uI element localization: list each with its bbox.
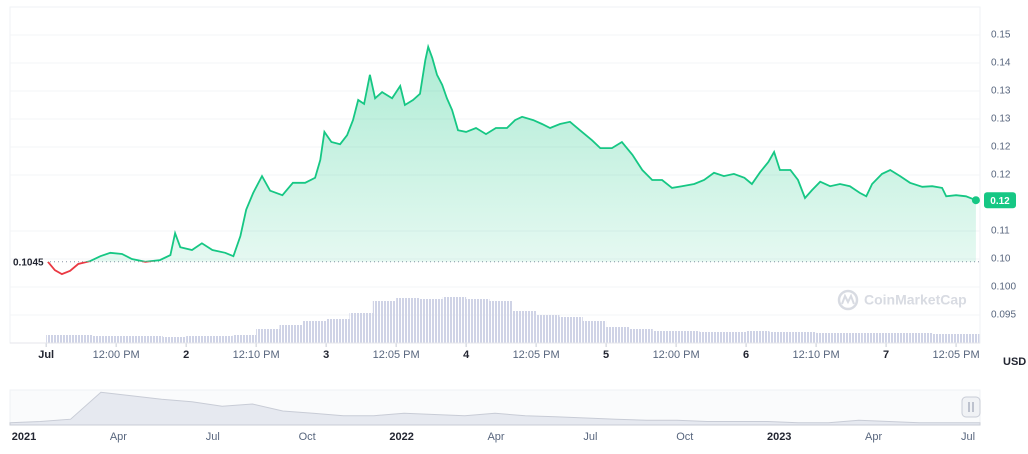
volume-bar	[326, 319, 350, 343]
y-tick-label: 0.095	[991, 310, 1016, 321]
volume-bar	[559, 317, 583, 343]
volume-bar	[629, 329, 653, 343]
y-tick-label: 0.100	[991, 282, 1016, 293]
volume-bar	[816, 333, 840, 343]
navigator-label: Oct	[299, 431, 316, 443]
volume-bar	[582, 321, 607, 343]
x-tick-label: 12:05 PM	[373, 349, 420, 361]
volume-bar	[652, 331, 677, 343]
volume-bar	[232, 335, 257, 343]
y-tick-label: 0.11	[991, 226, 1010, 237]
x-tick-label: 12:00 PM	[93, 349, 140, 361]
x-tick-label: 4	[463, 349, 470, 361]
y-tick-label: 0.12	[991, 170, 1011, 181]
volume-bar	[746, 331, 770, 343]
volume-bar	[956, 334, 980, 343]
volume-bar	[372, 301, 397, 343]
volume-bar	[699, 332, 723, 343]
x-tick-label: 12:10 PM	[793, 349, 840, 361]
volume-bar	[69, 335, 93, 343]
x-tick-label: 12:00 PM	[653, 349, 700, 361]
x-tick-label: 3	[323, 349, 329, 361]
volume-bar	[536, 315, 560, 343]
volume-bar	[349, 313, 373, 343]
volume-bar	[442, 297, 467, 343]
watermark-text: CoinMarketCap	[864, 292, 967, 308]
volume-bar	[932, 334, 957, 343]
volume-bar	[209, 336, 233, 343]
volume-bar	[606, 327, 630, 343]
navigator-label: Oct	[676, 431, 693, 443]
volume-bar	[256, 329, 280, 343]
volume-bar	[886, 333, 910, 343]
volume-bar	[46, 335, 70, 343]
price-line	[47, 43, 977, 262]
x-tick-label: 6	[743, 349, 749, 361]
y-tick-label: 0.15	[991, 30, 1011, 41]
volume-bar	[676, 331, 700, 343]
y-tick-label: 0.12	[991, 142, 1011, 153]
volume-bar	[722, 332, 747, 343]
volume-bar	[92, 336, 117, 343]
navigator-label: Jul	[583, 431, 597, 443]
navigator-label: Apr	[865, 431, 882, 443]
current-point	[971, 196, 980, 205]
volume-bar	[116, 336, 140, 343]
volume-bar	[396, 298, 420, 343]
volume-bar	[839, 333, 863, 343]
volume-bar	[769, 332, 793, 343]
volume-bar	[419, 299, 443, 343]
navigator-label: Jul	[961, 431, 975, 443]
x-tick-label: 7	[883, 349, 889, 361]
reference-label: 0.1045	[13, 257, 44, 268]
x-tick-label: 12:05 PM	[513, 349, 560, 361]
current-price-box	[984, 192, 1016, 209]
volume-bar	[489, 301, 513, 343]
volume-bar	[279, 325, 303, 343]
x-tick-label: 12:05 PM	[933, 349, 980, 361]
price-area	[87, 46, 976, 262]
volume-bar	[909, 333, 933, 343]
y-tick-label: 0.13	[991, 86, 1011, 97]
watermark: CoinMarketCap	[837, 289, 967, 311]
navigator-label: 2022	[389, 431, 413, 443]
navigator-label: 2023	[767, 431, 791, 443]
volume-bar	[792, 332, 817, 343]
x-tick-label: 12:10 PM	[233, 349, 280, 361]
current-price-label: 0.12	[990, 196, 1010, 207]
navigator-label: Apr	[487, 431, 504, 443]
x-tick-label: Jul	[38, 349, 54, 361]
volume-bar	[186, 336, 210, 343]
x-tick-label: 2	[183, 349, 189, 361]
volume-bar	[466, 299, 490, 343]
y-tick-label: 0.10	[991, 254, 1011, 265]
y-tick-label: 0.13	[991, 114, 1011, 125]
axis-unit: USD	[1003, 356, 1026, 368]
navigator-area	[9, 391, 981, 426]
volume-bar	[512, 311, 537, 343]
volume-bar	[862, 333, 887, 343]
x-tick-label: 5	[603, 349, 609, 361]
volume-bar	[139, 336, 163, 343]
volume-bar	[162, 337, 187, 343]
volume-bar	[302, 321, 327, 343]
navigator-label: 2021	[12, 431, 36, 443]
navigator-label: Apr	[110, 431, 127, 443]
navigator-handle[interactable]	[961, 396, 981, 418]
navigator-label: Jul	[206, 431, 220, 443]
y-tick-label: 0.14	[991, 58, 1011, 69]
